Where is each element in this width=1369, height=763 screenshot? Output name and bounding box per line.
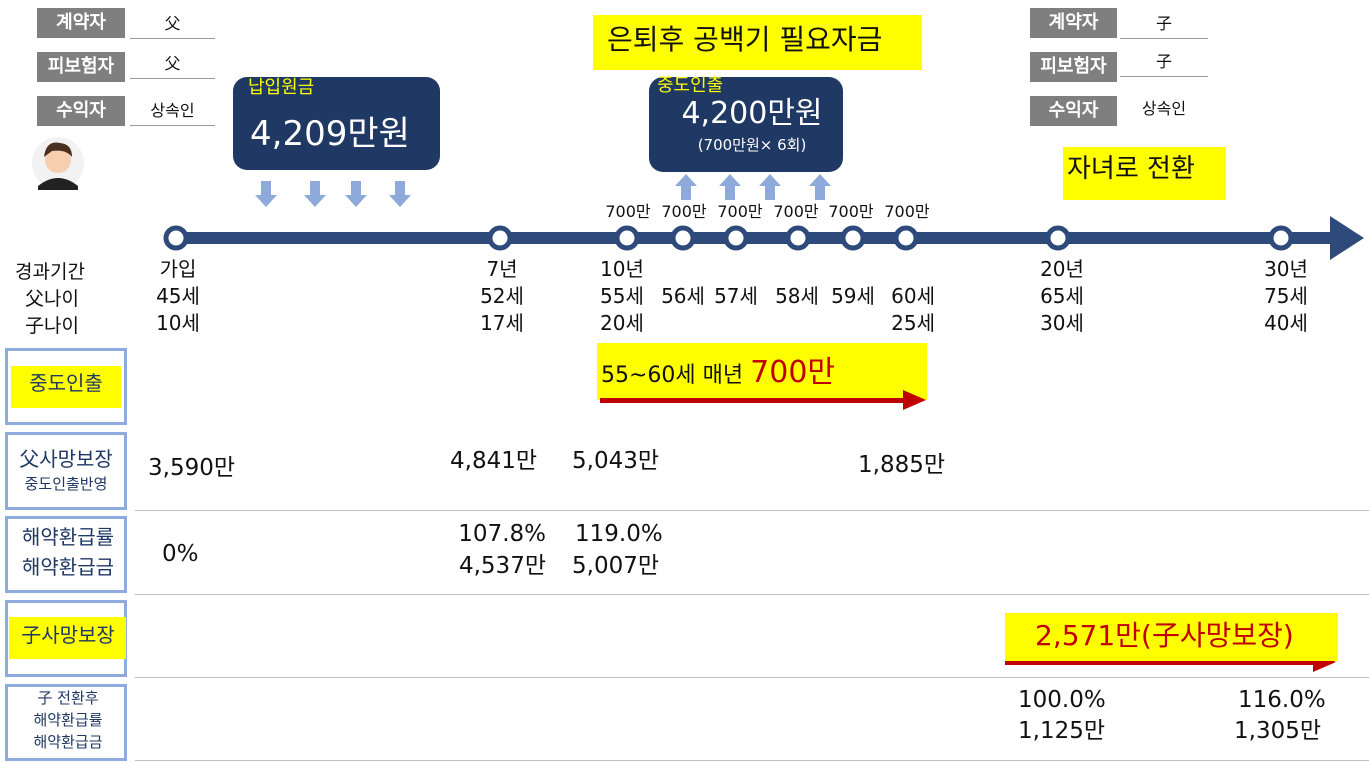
cell: 119.0% [575, 521, 663, 547]
child-age: 17세 [480, 311, 524, 335]
withdrawal-amount: 700만 [661, 202, 707, 221]
withdrawal-text: 55~60세 매년 700만 [601, 355, 836, 391]
row-label: 해약환급률 [22, 525, 114, 549]
period: 7년 [486, 257, 518, 281]
withdrawal-amount: 700만 [884, 202, 930, 221]
period: 10년 [600, 257, 644, 281]
child-death-value: 2,571만(子사망보장) [1035, 619, 1294, 652]
child-age: 30세 [1040, 311, 1084, 335]
title: 은퇴후 공백기 필요자금 [607, 23, 883, 56]
row-label: 子사망보장 [21, 623, 115, 647]
row-frame [5, 684, 127, 761]
cell: 1,305만 [1234, 718, 1322, 744]
row-label: 父사망보장 [19, 447, 113, 471]
child-age: 25세 [891, 311, 935, 335]
cell: 4,841만 [450, 448, 538, 474]
cell: 116.0% [1238, 687, 1326, 713]
child-age: 20세 [600, 311, 644, 335]
child-death-highlight [1005, 613, 1338, 661]
withdrawal-highlight [597, 343, 927, 400]
father-age: 58세 [775, 284, 819, 308]
info-label: 피보험자 [1030, 52, 1117, 82]
withdrawal-amount: 700만 [717, 202, 763, 221]
switch-highlight [1063, 147, 1226, 200]
row-divider [135, 677, 1369, 678]
child-age: 10세 [156, 311, 200, 335]
row-frame [5, 348, 127, 425]
father-age: 52세 [480, 284, 524, 308]
father-age: 56세 [661, 284, 705, 308]
cell: 5,043만 [572, 448, 660, 474]
withdrawal-amount: 4,200만원 [681, 96, 823, 131]
father-age: 60세 [891, 284, 935, 308]
info-value: 父 [130, 10, 215, 39]
period: 30년 [1264, 257, 1308, 281]
premium-amount: 4,209만원 [250, 114, 410, 154]
info-value: 子 [1120, 48, 1208, 77]
info-value: 상속인 [130, 97, 215, 126]
father-age: 65세 [1040, 284, 1084, 308]
cell: 0% [162, 541, 199, 567]
premium-label: 납입원금 [248, 77, 315, 98]
row-frame [5, 432, 127, 510]
cell: 1,885만 [858, 452, 946, 478]
timeline [163, 216, 1364, 260]
period: 가입 [159, 257, 197, 281]
info-label: 수익자 [37, 96, 125, 126]
cell: 5,007만 [572, 553, 660, 579]
father-age: 55세 [600, 284, 644, 308]
withdrawal-label: 중도인출 [657, 75, 724, 96]
info-value: 父 [130, 50, 215, 79]
row-divider [135, 594, 1369, 595]
cell: 107.8% [458, 521, 546, 547]
up-arrows [675, 174, 831, 200]
title-highlight [593, 15, 922, 70]
down-arrows [255, 181, 411, 207]
label-highlight [11, 366, 121, 408]
info-label: 피보험자 [37, 52, 125, 82]
row-label: 중도인출 [29, 371, 103, 395]
withdrawal-amount: 700만 [605, 202, 651, 221]
avatar [32, 137, 84, 190]
amount: 700만 [750, 355, 836, 390]
row-frame [5, 516, 127, 593]
withdrawal-detail: (700만원× 6회) [697, 136, 807, 154]
child-switch: 자녀로 전환 [1067, 154, 1195, 184]
father-age: 75세 [1264, 284, 1308, 308]
row-header: 子나이 [25, 315, 79, 337]
row-label: 해약환급률 [33, 711, 103, 729]
info-value: 상속인 [1141, 99, 1187, 118]
cell: 4,537만 [458, 553, 546, 579]
father-age: 57세 [714, 284, 758, 308]
row-divider [135, 510, 1369, 511]
withdrawal-box [649, 77, 843, 172]
premium-box [233, 77, 440, 170]
period: 20년 [1040, 257, 1084, 281]
info-label: 계약자 [1030, 8, 1117, 38]
row-label: 해약환급금 [22, 555, 114, 579]
text: 55~60세 매년 [601, 363, 744, 388]
cell: 3,590만 [148, 455, 236, 481]
row-label: 子 전환후 [37, 689, 99, 707]
row-divider [135, 760, 1369, 761]
label-highlight [9, 617, 126, 659]
row-label: 중도인출반영 [24, 475, 108, 493]
row-header: 경과기간 [15, 261, 85, 283]
withdrawal-amount: 700만 [773, 202, 819, 221]
row-header: 父나이 [25, 288, 79, 310]
father-age: 59세 [831, 284, 875, 308]
father-age: 45세 [156, 284, 200, 308]
cell: 100.0% [1018, 687, 1106, 713]
info-label: 수익자 [1030, 96, 1117, 126]
info-label: 계약자 [37, 8, 125, 38]
row-label: 해약환급금 [33, 733, 103, 751]
cell: 1,125만 [1018, 718, 1106, 744]
withdrawal-amount: 700만 [828, 202, 874, 221]
child-age: 40세 [1264, 311, 1308, 335]
info-value: 子 [1120, 10, 1208, 39]
